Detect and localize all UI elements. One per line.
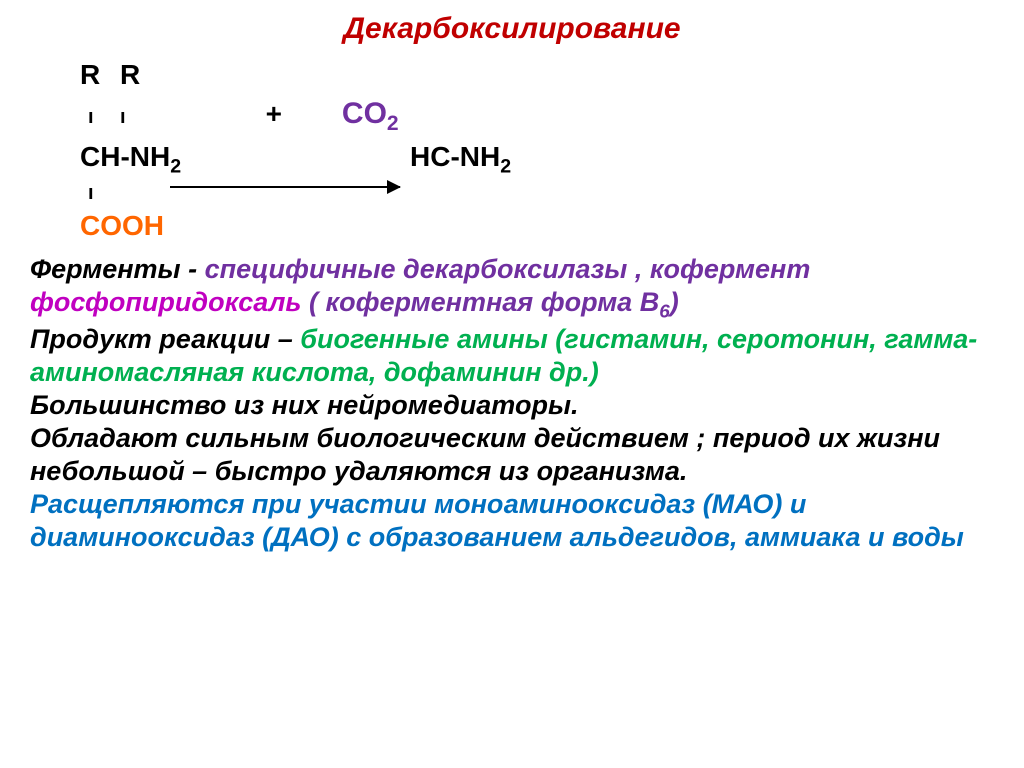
product-bond1: ı+CO2 [120,94,440,138]
coenzyme-form: ( коферментная форма В6) [309,287,679,317]
neuromediators: Большинство из них нейромедиаторы. [30,390,579,420]
product-hcnh2: HC-NH2 [410,138,511,180]
plus-sign: + [266,98,282,129]
phosphopyridoxal: фосфопиридоксаль [30,287,309,317]
co2: CO2 [342,97,399,130]
reactant-r: R [30,56,120,94]
reactant-bond2: ı [30,180,94,207]
reactant-bond1: ı [30,104,120,131]
enzymes-label: Ферменты - [30,254,205,284]
biological-action: Обладают сильным биологическим действием… [30,423,940,486]
body-text: Ферменты - специфичные декарбоксилазы , … [30,253,994,554]
reaction-arrow [170,186,400,188]
product-label: Продукт реакции – [30,324,300,354]
product-r: R [120,56,440,94]
reaction-scheme: R R ı ı+CO2 CH-NH2 HC-NH2 ı COOH [30,56,994,245]
reactant-cooh: COOH [30,207,164,245]
mao-dao: Расщепляются при участии моноаминооксида… [30,489,964,552]
reactant-chnh2: CH-NH2 [30,138,410,180]
slide-title: Декарбоксилирование [30,12,994,46]
decarboxylases: специфичные декарбоксилазы , кофермент [205,254,811,284]
